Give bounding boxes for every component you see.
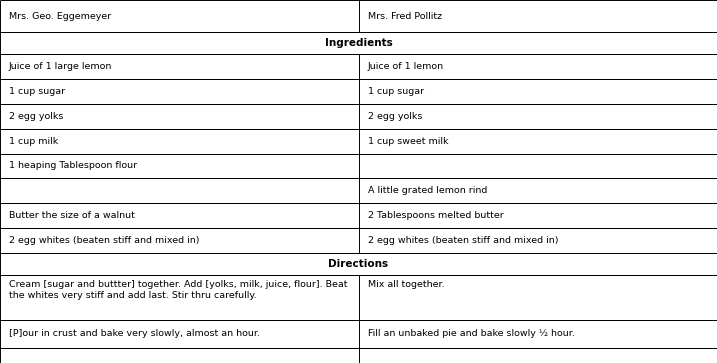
Text: Juice of 1 large lemon: Juice of 1 large lemon [9,62,112,71]
Bar [0,54,717,79]
Text: [P]our in crust and bake very slowly, almost an hour.: [P]our in crust and bake very slowly, al… [9,329,260,338]
Text: 2 egg whites (beaten stiff and mixed in): 2 egg whites (beaten stiff and mixed in) [9,236,199,245]
Bar [0,79,717,103]
Bar [0,103,717,129]
Bar [0,0,717,32]
Text: Mrs. Fred Pollitz: Mrs. Fred Pollitz [368,12,442,21]
Text: 1 heaping Tablespoon flour: 1 heaping Tablespoon flour [9,162,137,171]
Text: 2 Tablespoons melted butter: 2 Tablespoons melted butter [368,211,503,220]
Bar [0,203,717,228]
Text: A little grated lemon rind: A little grated lemon rind [368,187,487,195]
Text: Butter the size of a walnut: Butter the size of a walnut [9,211,135,220]
Text: Directions: Directions [328,259,389,269]
Text: 2 egg whites (beaten stiff and mixed in): 2 egg whites (beaten stiff and mixed in) [368,236,559,245]
Text: 1 cup sugar: 1 cup sugar [9,87,65,95]
Text: Ingredients: Ingredients [325,38,392,48]
Text: Mrs. Geo. Eggemeyer: Mrs. Geo. Eggemeyer [9,12,111,21]
Text: 2 egg yolks: 2 egg yolks [368,111,422,121]
Text: 2 egg yolks: 2 egg yolks [9,111,63,121]
Bar [0,179,717,203]
Text: 1 cup milk: 1 cup milk [9,136,58,146]
Bar [0,319,717,348]
Text: Mix all together.: Mix all together. [368,280,445,289]
Bar [0,154,717,179]
Bar [0,228,717,253]
Text: 1 cup sugar: 1 cup sugar [368,87,424,95]
Text: Cream [sugar and buttter] together. Add [yolks, milk, juice, flour]. Beat
the wh: Cream [sugar and buttter] together. Add … [9,280,347,301]
Bar [0,129,717,154]
Bar [0,348,717,363]
Text: Juice of 1 lemon: Juice of 1 lemon [368,62,444,71]
Bar [0,275,717,319]
Bar [0,32,717,54]
Text: 1 cup sweet milk: 1 cup sweet milk [368,136,448,146]
Text: Fill an unbaked pie and bake slowly ½ hour.: Fill an unbaked pie and bake slowly ½ ho… [368,329,575,338]
Bar [0,253,717,275]
